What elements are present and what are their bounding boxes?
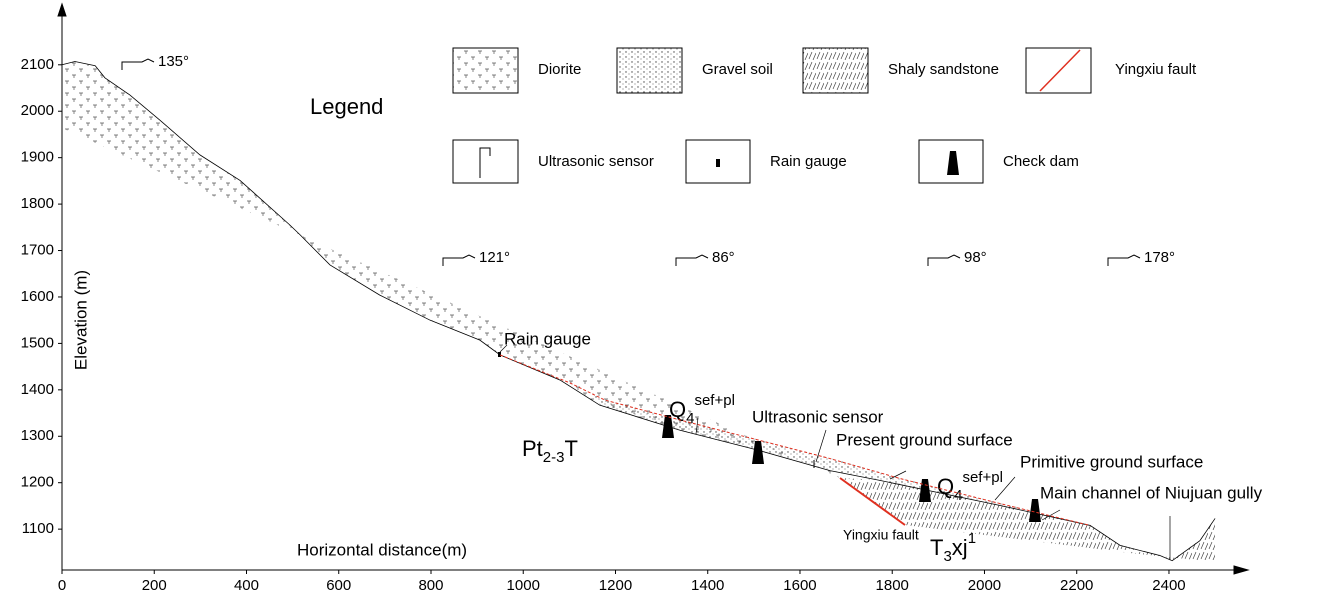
- x-tick-label: 800: [418, 577, 443, 594]
- formation-tail: T: [564, 436, 577, 461]
- formation-sub: 4: [686, 410, 694, 427]
- slope-label: 178°: [1144, 249, 1175, 266]
- leader-lines: [499, 344, 1171, 560]
- annotation: Rain gauge: [504, 329, 591, 348]
- x-tick-label: 2400: [1152, 577, 1185, 594]
- formation-label: Q4sef+pl: [669, 392, 735, 427]
- legend-label: Diorite: [538, 61, 581, 78]
- formation-main: T: [930, 535, 943, 560]
- y-tick-label: 1400: [21, 381, 54, 398]
- formation-label: Pt2-3T: [522, 436, 578, 466]
- x-tick-label: 1600: [783, 577, 816, 594]
- y-tick-label: 1700: [21, 241, 54, 258]
- formation-sub: 2-3: [543, 449, 565, 466]
- legend-label: Yingxiu fault: [1115, 61, 1197, 78]
- x-tick-label: 2200: [1060, 577, 1093, 594]
- formation-main: Pt: [522, 436, 543, 461]
- y-axis-arrow: [57, 2, 67, 17]
- formation-label: Q4sef+pl: [937, 469, 1003, 504]
- formation-main: Q: [937, 474, 954, 499]
- sensor-icon: [479, 147, 491, 178]
- x-tick-label: 200: [142, 577, 167, 594]
- y-tick-label: 1800: [21, 195, 54, 212]
- series-label: Primitive ground surface: [1020, 452, 1203, 471]
- diorite-body: [62, 62, 840, 478]
- check-dam: [919, 479, 931, 502]
- series-label: Present ground surface: [836, 430, 1013, 449]
- annotation: Yingxiu fault: [843, 527, 919, 543]
- formation-sub: 4: [954, 487, 962, 504]
- check-dam: [752, 441, 764, 464]
- legend-swatch: [452, 139, 519, 184]
- slope-symbol: [121, 58, 155, 70]
- shaly-sandstone-body: [840, 478, 1215, 562]
- x-tick-label: 600: [326, 577, 351, 594]
- legend-label: Ultrasonic sensor: [538, 153, 654, 170]
- slope-label: 98°: [964, 249, 987, 266]
- check-dam-icon: [947, 151, 959, 175]
- y-tick-label: 1900: [21, 149, 54, 166]
- slope-label: 121°: [479, 249, 510, 266]
- y-tick-label: 1600: [21, 288, 54, 305]
- primitive-surface-line: [61, 61, 1216, 562]
- slope-label: 135°: [158, 53, 189, 70]
- formation-sup: sef+pl: [962, 469, 1002, 486]
- legend-swatch: [616, 47, 683, 94]
- formation-main: Q: [669, 397, 686, 422]
- slope-symbol: [1107, 254, 1141, 266]
- formation-tail: xj: [952, 535, 968, 560]
- y-tick-label: 1300: [21, 427, 54, 444]
- x-tick-label: 1000: [507, 577, 540, 594]
- legend-swatch: [452, 47, 519, 94]
- x-tick-label: 1400: [691, 577, 724, 594]
- axes: [57, 2, 1250, 575]
- slope-symbol: [675, 254, 709, 266]
- formation-sup: sef+pl: [694, 392, 734, 409]
- slope-symbol: [927, 254, 961, 266]
- formation-label: T3xj1: [930, 530, 976, 565]
- legend-swatch: [452, 47, 519, 94]
- x-tick-label: 2000: [968, 577, 1001, 594]
- formation-sub: 3: [943, 548, 951, 565]
- legend-label: Rain gauge: [770, 153, 847, 170]
- y-axis-label: Elevation (m): [71, 270, 90, 370]
- x-tick-label: 400: [234, 577, 259, 594]
- x-tick-label: 1800: [876, 577, 909, 594]
- x-tick-label: 0: [58, 577, 66, 594]
- y-tick-label: 2000: [21, 102, 54, 119]
- annotation: Ultrasonic sensor: [752, 407, 884, 426]
- legend-title: Legend: [310, 94, 383, 119]
- x-axis-arrow: [1233, 565, 1250, 575]
- annotation: Main channel of Niujuan gully: [1040, 483, 1263, 502]
- legend-swatch: [1025, 47, 1092, 94]
- y-tick-label: 2100: [21, 56, 54, 73]
- slope-label: 86°: [712, 249, 735, 266]
- y-tick-label: 1200: [21, 474, 54, 491]
- legend-label: Gravel soil: [702, 61, 773, 78]
- y-tick-label: 1500: [21, 334, 54, 351]
- x-tick-label: 1200: [599, 577, 632, 594]
- legend-label: Check dam: [1003, 153, 1079, 170]
- x-axis-label: Horizontal distance(m): [297, 540, 467, 559]
- plot-area: 0 200 400 600 800 1000 1200 1400 1600 1800 2000 220…: [21, 56, 1216, 594]
- formation-sup: 1: [968, 530, 976, 547]
- yingxiu-fault-line: [839, 477, 906, 526]
- legend-swatch: [802, 47, 869, 94]
- legend: Legend Diorite Gravel soil Shaly sandsto…: [310, 47, 1197, 184]
- legend-label: Shaly sandstone: [888, 61, 999, 78]
- check-dam: [1029, 499, 1041, 522]
- site-markers: [121, 58, 1171, 560]
- slope-symbol: [442, 254, 476, 266]
- legend-fault: [1039, 49, 1081, 92]
- y-tick-label: 1100: [22, 520, 54, 537]
- rain-gauge-icon: [716, 159, 720, 167]
